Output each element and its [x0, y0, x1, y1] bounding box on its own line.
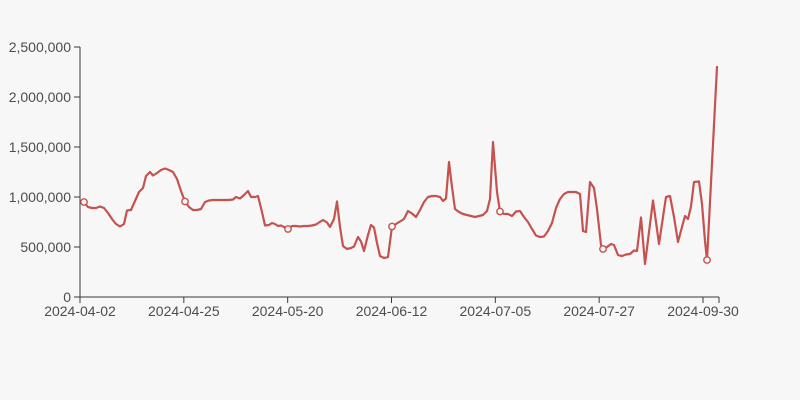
data-point-marker — [703, 256, 711, 264]
x-tick-label: 2024-04-02 — [44, 303, 116, 319]
y-tick-label: 1,500,000 — [9, 139, 71, 155]
data-point-marker — [80, 198, 88, 206]
x-tick-label: 2024-06-12 — [356, 303, 428, 319]
y-tick-label: 2,000,000 — [9, 89, 71, 105]
y-tick-label: 1,000,000 — [9, 189, 71, 205]
axes — [79, 47, 720, 303]
y-tick-label: 0 — [63, 289, 71, 305]
x-tick-label: 2024-04-25 — [148, 303, 220, 319]
x-tick-label: 2024-05-20 — [252, 303, 324, 319]
data-point-marker — [388, 222, 396, 231]
y-tick-label: 2,500,000 — [9, 39, 71, 55]
data-point-marker — [496, 207, 504, 216]
y-tick-group: 0 500,000 1,000,000 1,500,000 2,000,000 2,500… — [9, 39, 80, 305]
x-tick-label: 2024-07-05 — [460, 303, 532, 319]
x-tick-label: 2024-09-30 — [667, 303, 739, 319]
data-point-marker — [181, 197, 189, 206]
y-tick-label: 500,000 — [20, 239, 71, 255]
data-point-marker — [599, 245, 607, 253]
x-tick-group: 2024-04-02 2024-04-25 2024-05-20 2024-06-12… — [44, 297, 739, 319]
x-tick-label: 2024-07-27 — [563, 303, 635, 319]
series-line — [82, 65, 719, 266]
marker-group — [80, 197, 711, 264]
data-point-marker — [284, 225, 292, 233]
